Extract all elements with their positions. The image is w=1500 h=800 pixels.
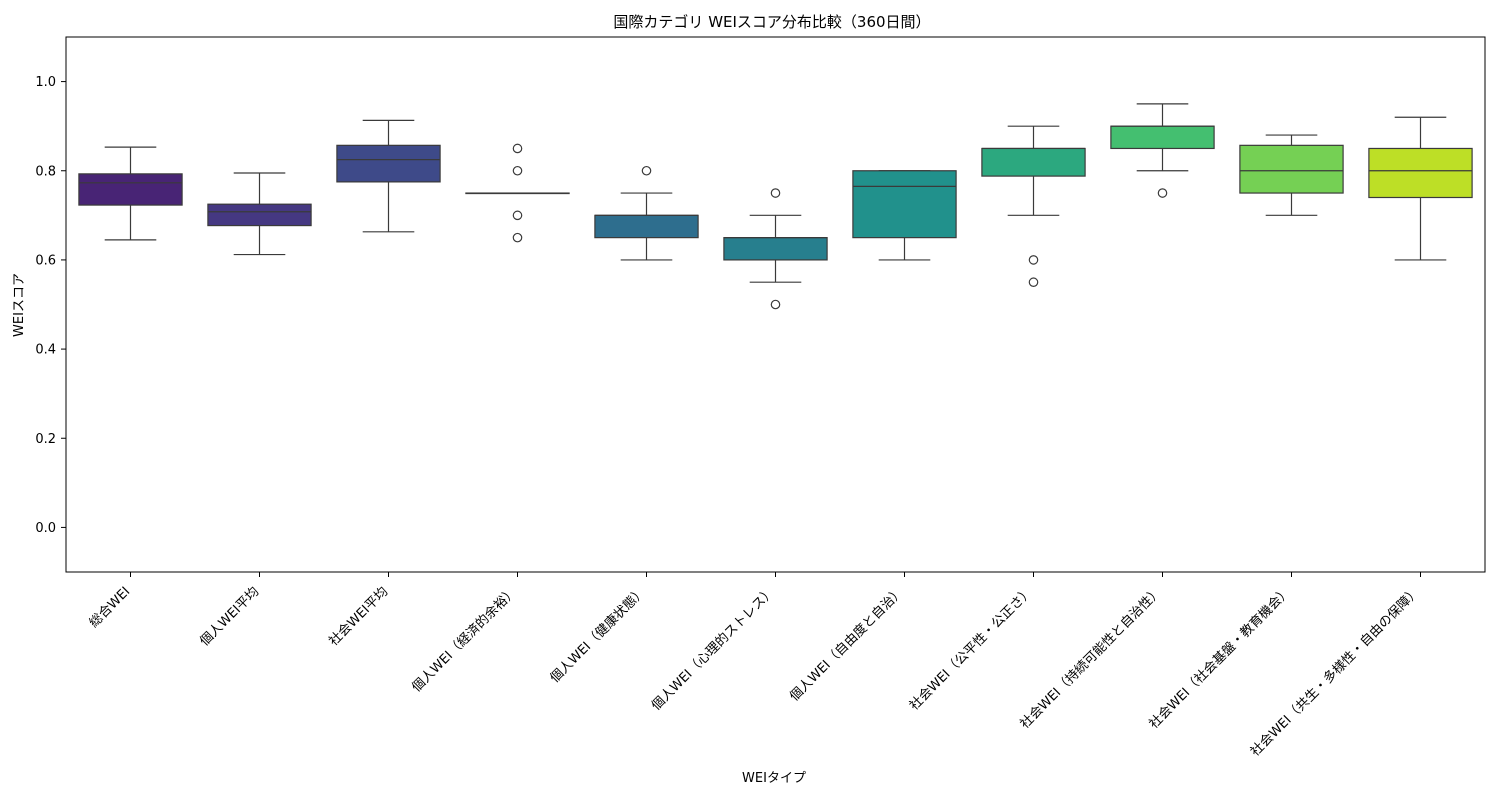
box — [207, 203, 312, 227]
box-group — [1368, 116, 1473, 261]
y-tick-label: 0.0 — [35, 521, 56, 536]
plot-area — [78, 103, 1473, 310]
box-group — [852, 170, 957, 261]
y-tick-label: 1.0 — [35, 75, 56, 90]
y-tick-label: 0.6 — [35, 253, 56, 268]
y-tick-label: 0.2 — [35, 432, 56, 447]
box — [1239, 144, 1344, 194]
box-group — [981, 125, 1086, 288]
box — [981, 147, 1086, 177]
box — [852, 170, 957, 239]
outlier-point — [1028, 255, 1039, 265]
box-group — [723, 188, 828, 310]
outlier-point — [512, 210, 523, 221]
y-axis-label: WEIスコア — [12, 273, 27, 337]
outlier-point — [512, 143, 523, 154]
outlier-point — [1028, 277, 1039, 288]
box-group — [594, 165, 699, 261]
box — [723, 237, 828, 261]
box — [1368, 147, 1473, 199]
y-tick-label: 0.8 — [35, 164, 56, 179]
y-tick-label: 0.4 — [35, 343, 56, 358]
box-group — [336, 119, 441, 233]
outlier-point — [641, 165, 652, 176]
outlier-point — [512, 232, 523, 243]
outlier-point — [512, 165, 523, 176]
box-group — [78, 146, 183, 241]
box-group — [207, 172, 312, 256]
box — [336, 144, 441, 183]
box-group — [1239, 134, 1344, 216]
box — [594, 214, 699, 239]
box — [78, 173, 183, 206]
y-axis: 0.0 0.2 0.4 0.6 0.8 1.0 — [35, 75, 66, 536]
outlier-point — [770, 188, 781, 198]
box-group — [465, 143, 570, 243]
chart-title: 国際カテゴリ WEIスコア分布比較（360日間） — [613, 13, 930, 31]
outlier-point — [1157, 188, 1168, 198]
box — [1110, 125, 1215, 150]
x-axis-label: WEIタイプ — [742, 771, 806, 786]
outlier-point — [770, 299, 781, 310]
box-group — [1110, 103, 1215, 198]
